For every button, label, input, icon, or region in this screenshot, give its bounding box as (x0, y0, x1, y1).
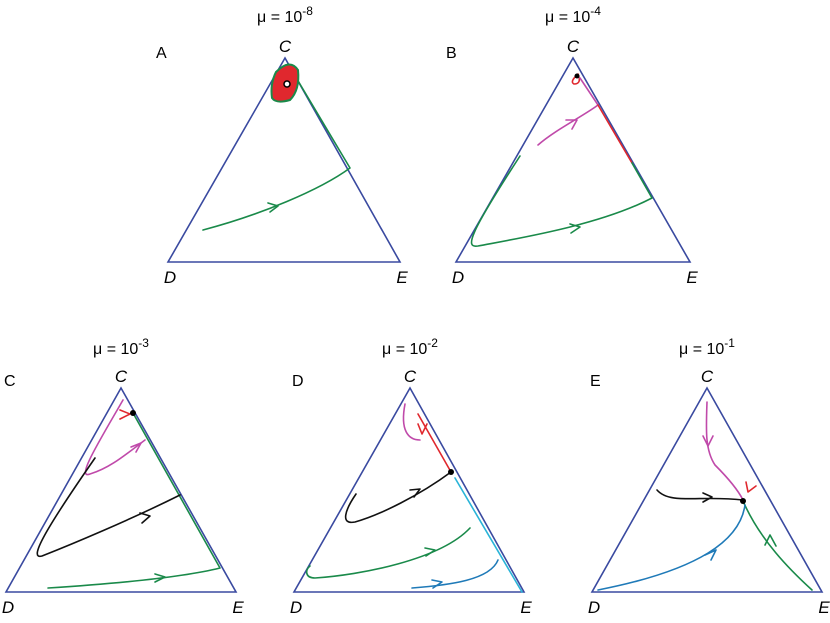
exponent: -1 (724, 336, 735, 350)
trajectory (411, 559, 499, 589)
trajectory (417, 413, 452, 473)
triangle (292, 386, 526, 593)
trajectory (571, 73, 581, 85)
vertex-label: C (404, 367, 417, 386)
vertex-label: E (396, 268, 408, 287)
vertex-label: E (818, 598, 830, 617)
arrow (139, 512, 151, 524)
vertex-label: C (115, 367, 128, 386)
arrow (130, 442, 142, 453)
arrow (569, 223, 581, 234)
mu-label: μ = 10 (257, 9, 302, 26)
triangle (590, 386, 824, 593)
panel-letter: D (292, 373, 304, 390)
panel-b-curves (470, 73, 653, 247)
triangle (166, 56, 402, 263)
trajectory (47, 412, 221, 589)
fixed-point (283, 80, 291, 88)
panel: Eμ = 10-1 C D E (588, 336, 830, 617)
trajectory (36, 457, 181, 558)
trajectory (402, 403, 421, 441)
panel-title: μ = 10-3 (93, 336, 149, 358)
fixed-point (740, 498, 746, 504)
arrow (431, 579, 443, 589)
fixed-point (130, 410, 136, 416)
trajectory (470, 155, 653, 247)
trajectory (202, 63, 351, 231)
vertex-label: D (2, 598, 14, 617)
vertex-label: E (232, 598, 244, 617)
panel-c-curves (36, 399, 221, 589)
panel-title: μ = 10-2 (382, 336, 438, 358)
trajectory (597, 104, 633, 164)
exponent: -4 (590, 4, 601, 18)
arrow (702, 492, 713, 503)
panel-e-curves (597, 401, 813, 591)
panel-d-curves (305, 403, 523, 593)
panel-title: μ = 10-1 (679, 336, 735, 358)
panel-letter: A (156, 45, 167, 62)
mu-label: μ = 10 (679, 341, 724, 358)
vertex-label: C (279, 37, 292, 56)
triangle (4, 386, 238, 593)
mu-label: μ = 10 (545, 9, 590, 26)
trajectory (344, 471, 452, 524)
exponent: -8 (302, 4, 313, 18)
exponent: -2 (427, 336, 438, 350)
trajectory (656, 489, 744, 501)
trajectory (597, 504, 746, 591)
fixed-point (574, 73, 580, 79)
trajectory (705, 401, 744, 501)
arrow (745, 481, 757, 493)
arrow (704, 549, 717, 561)
trajectory (84, 399, 146, 476)
panel-a-curves (202, 63, 351, 231)
panel-letter: E (590, 373, 601, 390)
vertex-label: D (588, 598, 600, 617)
vertex-label: D (164, 268, 176, 287)
trajectory (742, 500, 813, 591)
arrow (267, 202, 279, 213)
panel: Bμ = 10-4 C D E (446, 4, 698, 287)
panel-letter: C (4, 373, 16, 390)
vertex-label: E (520, 598, 532, 617)
panel-letter: B (446, 45, 457, 62)
trajectory (537, 77, 599, 146)
vertex-label: C (701, 367, 714, 386)
panel-title: μ = 10-8 (257, 4, 313, 26)
arrow (119, 409, 131, 420)
panel-title: μ = 10-4 (545, 4, 601, 26)
vertex-label: E (686, 268, 698, 287)
trajectory (454, 477, 523, 593)
vertex-label: C (567, 37, 580, 56)
arrow (702, 435, 714, 447)
arrow (409, 488, 421, 498)
mu-label: μ = 10 (93, 341, 138, 358)
panel: Dμ = 10-2 C D E (290, 336, 532, 617)
panel: Cμ = 10-3 C D E (2, 336, 244, 617)
exponent: -3 (138, 336, 149, 350)
trajectory (305, 527, 471, 579)
fixed-point (448, 469, 454, 475)
vertex-label: D (290, 598, 302, 617)
vertex-label: D (452, 268, 464, 287)
arrow (154, 573, 166, 583)
mu-label: μ = 10 (382, 341, 427, 358)
arrow (424, 547, 436, 557)
arrow (565, 119, 578, 130)
triangle (454, 56, 692, 263)
arrow (764, 534, 777, 547)
panel: Aμ = 10-8 C D E (156, 4, 408, 287)
